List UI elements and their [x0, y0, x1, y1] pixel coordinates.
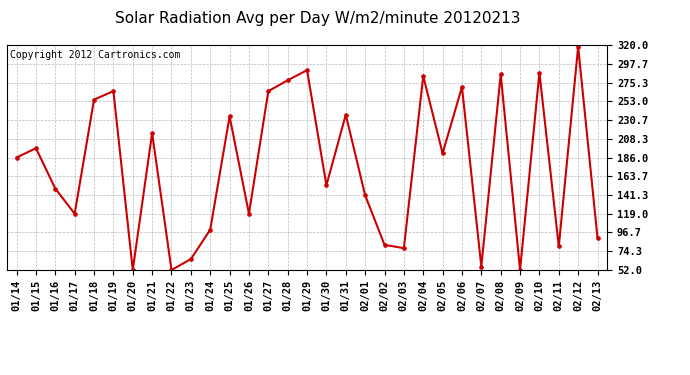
Text: Solar Radiation Avg per Day W/m2/minute 20120213: Solar Radiation Avg per Day W/m2/minute … — [115, 11, 520, 26]
Text: Copyright 2012 Cartronics.com: Copyright 2012 Cartronics.com — [10, 50, 180, 60]
